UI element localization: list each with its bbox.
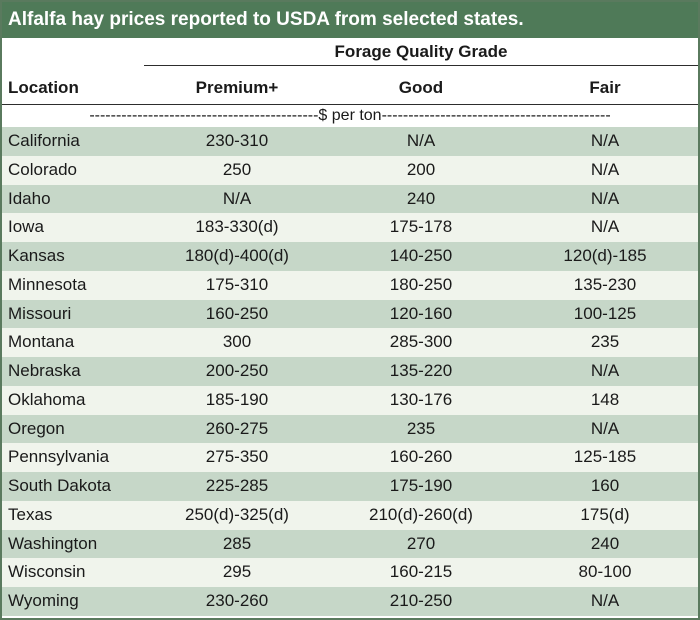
fair-cell: N/A (590, 217, 620, 237)
table-body: California 230-310 N/A N/A Colorado 250 200 N/A… (2, 127, 698, 616)
location-cell: Wyoming (8, 591, 79, 610)
location-cell: Oregon (8, 418, 65, 438)
location-cell: Kansas (8, 246, 65, 265)
good-cell: 210-250 (389, 591, 453, 610)
premium-cell: 183-330(d) (195, 217, 279, 237)
good-cell: 175-178 (389, 217, 453, 237)
premium-cell: 225-285 (205, 476, 269, 495)
table-row: Nebraska 200-250 135-220 N/A (2, 357, 698, 386)
good-cell: 200 (406, 159, 436, 179)
table-row: Oregon 260-275 235 N/A (2, 414, 698, 444)
fair-cell: 135-230 (573, 274, 637, 294)
table-header: Forage Quality Grade Location Premium+ G… (2, 38, 698, 104)
fair-cell: N/A (590, 131, 620, 150)
table-row: South Dakota 225-285 175-190 160 (2, 472, 698, 501)
premium-cell: 250 (222, 159, 252, 179)
table-row: Wyoming 230-260 210-250 N/A (2, 587, 698, 616)
premium-cell: 230-310 (205, 131, 269, 150)
table-row: Texas 250(d)-325(d) 210(d)-260(d) 175(d) (2, 500, 698, 530)
fair-cell: 175(d) (580, 504, 630, 524)
fair-cell: N/A (590, 418, 620, 438)
table-row: Oklahoma 185-190 130-176 148 (2, 385, 698, 415)
table-row: Minnesota 175-310 180-250 135-230 (2, 270, 698, 300)
location-cell: Nebraska (8, 361, 81, 380)
premium-cell: 300 (222, 332, 252, 352)
table-row: Pennsylvania 275-350 160-260 125-185 (2, 443, 698, 472)
fair-cell: 240 (590, 533, 620, 553)
column-header-good: Good (398, 78, 444, 97)
fair-cell: 120(d)-185 (563, 246, 647, 265)
premium-cell: 175-310 (205, 274, 269, 294)
table-row: Washington 285 270 240 (2, 529, 698, 559)
good-cell: 120-160 (389, 303, 453, 323)
fair-cell: 235 (590, 332, 620, 352)
good-cell: 210(d)-260(d) (369, 504, 473, 524)
good-cell: 130-176 (389, 389, 453, 409)
location-cell: Minnesota (8, 274, 87, 294)
location-header: Location (8, 78, 79, 97)
premium-cell: 230-260 (205, 591, 269, 610)
location-cell: Washington (8, 533, 98, 553)
location-cell: Missouri (8, 303, 72, 323)
fair-cell: N/A (590, 591, 620, 610)
fair-cell: N/A (590, 361, 620, 380)
fair-cell: 148 (590, 389, 620, 409)
location-cell: Idaho (8, 188, 51, 208)
good-cell: 175-190 (389, 476, 453, 495)
location-cell: Colorado (8, 159, 77, 179)
table-row: Missouri 160-250 120-160 100-125 (2, 299, 698, 329)
location-cell: Oklahoma (8, 389, 86, 409)
fair-cell: 80-100 (578, 562, 632, 582)
premium-cell: 180(d)-400(d) (185, 246, 289, 265)
premium-cell: N/A (222, 188, 252, 208)
table-row: Iowa 183-330(d) 175-178 N/A (2, 213, 698, 242)
column-header-fair: Fair (589, 78, 621, 97)
good-cell: 235 (406, 418, 436, 438)
unit-row: ----------------------------------------… (2, 104, 698, 127)
table-row: Montana 300 285-300 235 (2, 328, 698, 357)
location-cell: California (8, 131, 80, 150)
table-row: California 230-310 N/A N/A (2, 127, 698, 156)
fair-cell: N/A (590, 188, 620, 208)
table-title: Alfalfa hay prices reported to USDA from… (2, 2, 698, 38)
fair-cell: 100-125 (573, 303, 637, 323)
column-header-premium: Premium+ (195, 78, 279, 97)
table-row: Kansas 180(d)-400(d) 140-250 120(d)-185 (2, 242, 698, 271)
good-cell: 140-250 (389, 246, 453, 265)
premium-cell: 185-190 (205, 389, 269, 409)
good-cell: N/A (406, 131, 436, 150)
good-cell: 135-220 (389, 361, 453, 380)
premium-cell: 160-250 (205, 303, 269, 323)
location-cell: Montana (8, 332, 75, 352)
fair-cell: N/A (590, 159, 620, 179)
premium-cell: 295 (222, 562, 252, 582)
location-cell: Wisconsin (8, 562, 86, 582)
location-cell: Pennsylvania (8, 447, 110, 467)
location-cell: Iowa (8, 217, 44, 237)
table-row: Idaho N/A 240 N/A (2, 184, 698, 214)
location-cell: South Dakota (8, 476, 112, 495)
good-cell: 270 (406, 533, 436, 553)
location-cell: Texas (8, 504, 53, 524)
good-cell: 180-250 (389, 274, 453, 294)
fair-cell: 160 (590, 476, 620, 495)
good-cell: 160-215 (389, 562, 453, 582)
premium-cell: 260-275 (205, 418, 269, 438)
fair-cell: 125-185 (573, 447, 637, 467)
premium-cell: 250(d)-325(d) (185, 504, 289, 524)
premium-cell: 275-350 (205, 447, 269, 467)
table-row: Wisconsin 295 160-215 80-100 (2, 558, 698, 587)
table-row: Colorado 250 200 N/A (2, 155, 698, 185)
good-cell: 160-260 (389, 447, 453, 467)
group-header: Forage Quality Grade (144, 42, 698, 66)
premium-cell: 285 (222, 533, 252, 553)
good-cell: 240 (406, 188, 436, 208)
premium-cell: 200-250 (205, 361, 269, 380)
good-cell: 285-300 (389, 332, 453, 352)
